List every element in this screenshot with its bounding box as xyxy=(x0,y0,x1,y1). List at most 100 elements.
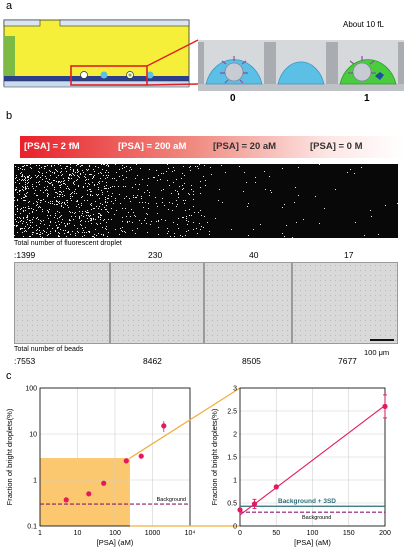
fluorescent-droplet-dot xyxy=(53,164,55,166)
fluorescent-droplet-dot xyxy=(55,170,57,172)
fluorescent-droplet-dot xyxy=(43,230,44,232)
fluorescent-droplet-dot xyxy=(16,232,18,234)
fluorescent-droplet-dot xyxy=(52,203,54,205)
fluorescent-droplet-dot xyxy=(79,176,81,178)
fluorescent-droplet-dot xyxy=(37,219,39,221)
fluorescent-droplet-dot xyxy=(92,169,94,170)
fluorescent-droplet-dot xyxy=(39,234,41,236)
left-y-tick-label: 10 xyxy=(29,432,37,439)
fluorescent-droplet-dot xyxy=(69,223,71,225)
fluorescent-droplet-dot xyxy=(46,235,48,237)
fluorescent-droplet-dot xyxy=(396,202,398,204)
fluorescent-droplet-dot xyxy=(137,188,139,190)
fluorescent-droplet-dot xyxy=(185,220,187,222)
fluorescent-droplet-dot xyxy=(119,193,121,195)
fluorescent-droplet-dot xyxy=(198,164,200,165)
fluorescent-droplet-dot xyxy=(119,202,121,204)
fluorescent-droplet-dot xyxy=(47,228,49,230)
fluorescent-droplet-dot xyxy=(142,201,144,203)
fluorescent-droplet-dot xyxy=(98,181,100,183)
fluorescent-droplet-dot xyxy=(100,219,102,220)
fluorescent-droplet-dot xyxy=(171,202,173,204)
fluorescent-droplet-dot xyxy=(104,188,106,190)
fluorescent-droplet-dot xyxy=(87,194,89,195)
fluorescent-droplet-dot xyxy=(63,181,65,183)
fluorescent-droplet-dot xyxy=(25,181,26,183)
fluorescent-droplet-dot xyxy=(31,176,33,178)
fluorescent-droplet-dot xyxy=(81,195,83,197)
right-data-point xyxy=(237,507,243,513)
fluorescent-droplet-dot xyxy=(31,186,33,188)
fluorescent-droplet-dot xyxy=(20,180,22,182)
fluorescent-droplet-dot xyxy=(47,202,49,204)
fluorescent-droplet-dot xyxy=(106,226,108,228)
fluorescent-droplet-dot xyxy=(61,206,62,208)
fluorescent-droplet-dot xyxy=(102,234,104,236)
fluorescent-count-0m: 17 xyxy=(344,250,354,260)
fluorescent-droplet-dot xyxy=(28,177,30,178)
fluorescent-droplet-dot xyxy=(110,207,112,209)
fluorescent-droplet-dot xyxy=(65,165,67,167)
fluorescent-droplet-dot xyxy=(45,188,47,190)
fluorescent-droplet-dot xyxy=(65,184,66,186)
fluorescent-droplet-dot xyxy=(101,209,103,211)
right-chart-frame xyxy=(239,387,386,527)
fluorescent-droplet-dot xyxy=(128,221,130,223)
fluorescent-droplet-dot xyxy=(254,176,256,178)
fluorescent-droplet-dot xyxy=(154,197,156,199)
fluorescent-droplet-dot xyxy=(72,192,73,193)
fluorescent-droplet-dot xyxy=(102,233,104,235)
fluorescent-droplet-dot xyxy=(146,184,148,186)
fluorescent-droplet-dot xyxy=(179,235,181,236)
fluorescent-droplet-dot xyxy=(77,179,79,181)
fluorescent-droplet-dot xyxy=(108,166,110,168)
fluorescent-droplet-dot xyxy=(66,222,68,224)
fluorescent-droplet-dot xyxy=(66,165,68,167)
fluorescent-droplet-dot xyxy=(145,217,147,219)
panel-label-a: a xyxy=(6,0,13,12)
fluorescent-droplet-dot xyxy=(155,221,157,222)
fluorescent-droplet-dot xyxy=(284,235,286,237)
fluorescent-droplet-dot xyxy=(15,181,17,183)
fluorescent-droplet-dot xyxy=(85,168,87,170)
fluorescent-droplet-dot xyxy=(93,233,95,235)
fluorescent-droplet-dot xyxy=(193,222,195,224)
fluorescent-droplet-dot xyxy=(42,179,44,180)
fluorescent-droplet-dot xyxy=(60,204,62,206)
fluorescent-droplet-dot xyxy=(31,167,33,169)
fluorescent-droplet-dot xyxy=(124,231,126,233)
left-data-point xyxy=(101,480,107,486)
fluorescent-droplet-dot xyxy=(188,194,190,196)
fluorescent-droplet-dot xyxy=(60,170,62,172)
fluorescent-droplet-dot xyxy=(36,201,37,203)
fluorescent-droplet-dot xyxy=(32,188,34,190)
fluorescent-droplet-dot xyxy=(100,215,102,217)
fluorescent-droplet-dot xyxy=(178,185,180,187)
fluorescent-droplet-dot xyxy=(183,203,185,205)
fluorescent-droplet-dot xyxy=(203,175,205,177)
fluorescent-droplet-dot xyxy=(121,227,123,229)
fluorescent-droplet-dot xyxy=(138,183,140,185)
fluorescent-droplet-dot xyxy=(90,218,92,219)
fluorescent-droplet-dot xyxy=(102,219,104,221)
fluorescent-droplet-dot xyxy=(178,218,180,220)
fluorescent-droplet-dot xyxy=(83,232,85,233)
fluorescent-droplet-dot xyxy=(80,165,82,167)
fluorescent-droplet-dot xyxy=(36,203,38,205)
fluorescent-droplet-dot xyxy=(36,218,38,219)
fluorescent-droplet-dot xyxy=(58,185,60,187)
fluorescent-droplet-dot xyxy=(25,177,27,179)
fluorescent-droplet-dot xyxy=(184,182,186,184)
fluorescent-droplet-dot xyxy=(56,227,58,229)
fluorescent-droplet-dot xyxy=(164,220,166,221)
fluorescent-droplet-dot xyxy=(148,203,150,205)
fluorescent-droplet-dot xyxy=(98,213,100,215)
fluorescent-droplet-dot xyxy=(197,211,199,213)
fluorescent-droplet-dot xyxy=(20,168,22,170)
psa-label-2fm: [PSA] = 2 fM xyxy=(24,141,80,152)
bead-image-200am xyxy=(110,262,204,344)
fluorescent-droplet-dot xyxy=(88,168,90,170)
fluorescent-droplet-dot xyxy=(125,208,127,210)
fluorescent-droplet-dot xyxy=(203,164,205,166)
fluorescent-droplet-dot xyxy=(187,193,189,195)
